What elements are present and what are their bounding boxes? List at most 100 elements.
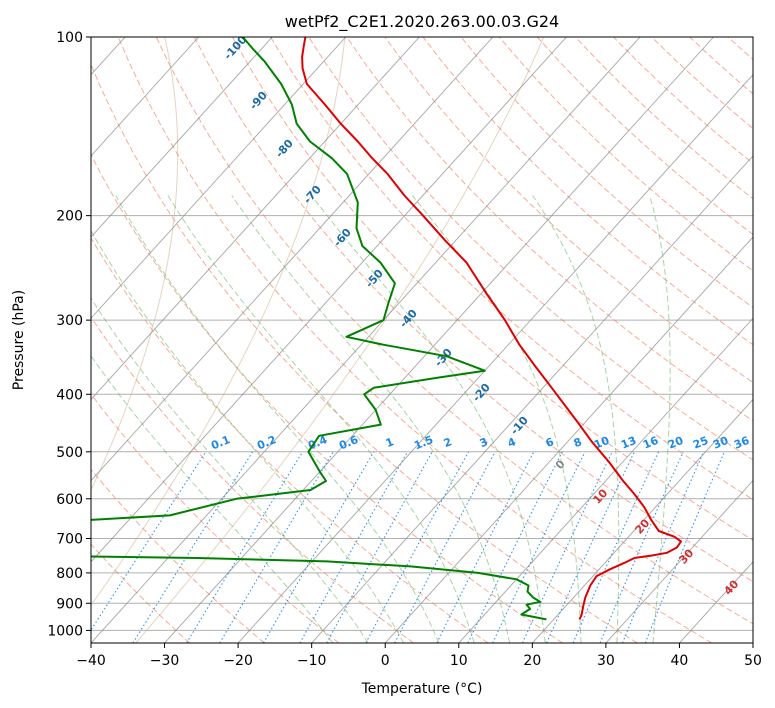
isotherm-line [605, 479, 753, 643]
isotherm-label: -40 [397, 307, 420, 331]
reference-curve [135, 37, 545, 643]
y-tick-label: 200 [56, 209, 83, 225]
isotherm-line [91, 37, 273, 238]
mixing-ratio-label: 0.2 [255, 433, 278, 452]
x-tick-label: −30 [150, 653, 180, 669]
isotherm-line [384, 236, 753, 643]
moist-adiabat [91, 355, 334, 643]
x-tick-label: 40 [671, 653, 689, 669]
mixing-ratio-label: 36 [732, 434, 751, 452]
mixing-ratio-line [546, 451, 635, 643]
isotherm-label-warm: 20 [632, 516, 652, 536]
dry-adiabat [384, 37, 753, 384]
dry-adiabat [91, 63, 638, 643]
mixing-ratio-label: 13 [619, 434, 638, 452]
mixing-ratio-label: 0.1 [209, 433, 232, 452]
isotherm-label: -50 [363, 267, 386, 291]
x-tick-label: 50 [744, 653, 762, 669]
dry-adiabat [91, 468, 265, 643]
y-axis-ticks: 100 200 300 400 500 600 700 800 900 1000 [47, 30, 91, 639]
mixing-ratio-label: 30 [711, 434, 730, 452]
y-axis-label: Pressure (hPa) [11, 290, 27, 390]
y-tick-label: 300 [56, 313, 83, 329]
moist-adiabat [532, 195, 620, 643]
mixing-ratio-label: 25 [691, 434, 710, 452]
isotherm-label: -20 [470, 381, 493, 405]
mixing-ratio-line [599, 451, 684, 643]
mixing-ratio-lines [91, 451, 725, 643]
isotherm-label-warm: 30 [676, 546, 696, 566]
dry-adiabat [536, 37, 753, 236]
sounding-traces [91, 37, 682, 621]
y-tick-label: 100 [56, 30, 83, 46]
moist-adiabat [167, 195, 475, 643]
isotherm-line [164, 37, 714, 643]
x-tick-label: 30 [597, 653, 615, 669]
isotherm-label: -10 [508, 414, 531, 438]
x-tick-label: 0 [381, 653, 390, 669]
isotherm-line [752, 642, 753, 643]
mixing-ratio-label: 3 [478, 435, 490, 450]
isotherm-label-warm: 40 [721, 577, 741, 597]
isotherm-label: -70 [301, 183, 324, 207]
mixing-ratio-label: 20 [666, 434, 685, 452]
moist-adiabat [412, 195, 582, 643]
x-tick-label: 20 [523, 653, 541, 669]
contour-labels: -100-90-80-70-60-50-40-30-20-10010203040… [209, 37, 751, 598]
dry-adiabat [346, 37, 753, 422]
y-tick-label: 1000 [47, 623, 83, 639]
isotherm-line [91, 37, 200, 157]
mixing-ratio-line [394, 451, 496, 643]
mixing-ratio-line [365, 451, 469, 643]
dry-adiabat [91, 316, 414, 643]
mixing-ratio-label: 16 [641, 434, 660, 452]
dry-adiabat [575, 37, 753, 200]
isotherm-label: -60 [331, 226, 354, 250]
isotherm-line [91, 37, 420, 401]
mixing-ratio-line [132, 451, 254, 643]
dry-adiabat [91, 153, 563, 643]
isotherm-line [679, 561, 753, 643]
mixing-ratio-line [91, 451, 207, 632]
x-tick-label: 10 [450, 653, 468, 669]
mixing-ratio-line [622, 451, 705, 643]
x-axis-ticks: −40 −30 −20 −10 0 10 20 30 40 50 [76, 643, 762, 669]
mixing-ratio-line [492, 451, 586, 643]
isotherm-line [458, 317, 753, 643]
moist-adiabats [91, 195, 671, 643]
isobar-gridlines [91, 37, 753, 631]
dry-adiabat [766, 37, 775, 643]
dry-adiabat [155, 37, 753, 625]
isotherm-gridlines [91, 37, 753, 643]
moist-adiabat [115, 195, 440, 643]
mixing-ratio-line [467, 451, 563, 643]
y-tick-label: 600 [56, 492, 83, 508]
dry-adiabat [270, 37, 753, 501]
x-tick-label: −20 [223, 653, 253, 669]
chart-title: wetPf2_C2E1.2020.263.00.03.G24 [285, 12, 559, 32]
mixing-ratio-line [644, 451, 725, 643]
mixing-ratio-line [263, 451, 375, 643]
dry-adiabat [91, 393, 340, 643]
reference-curve [91, 37, 179, 491]
dry-adiabat [422, 37, 753, 346]
mixing-ratio-label: 8 [572, 435, 584, 450]
dry-adiabat [193, 37, 753, 583]
mixing-ratio-label: 1 [384, 435, 396, 450]
isotherm-label: -80 [273, 137, 296, 161]
isotherm-line [91, 37, 494, 482]
y-tick-label: 400 [56, 387, 83, 403]
dry-adiabat [232, 37, 753, 541]
dry-adiabat [689, 37, 753, 95]
moist-adiabat [311, 195, 546, 643]
mixing-ratio-label: 10 [592, 434, 611, 452]
mixing-ratio-line [186, 451, 304, 643]
y-tick-label: 500 [56, 445, 83, 461]
x-tick-label: −40 [76, 653, 106, 669]
isotherm-label: -90 [247, 89, 270, 113]
isotherm-line [531, 398, 753, 643]
dry-adiabat [727, 37, 753, 61]
y-tick-label: 900 [56, 596, 83, 612]
isotherm-line [311, 155, 753, 643]
